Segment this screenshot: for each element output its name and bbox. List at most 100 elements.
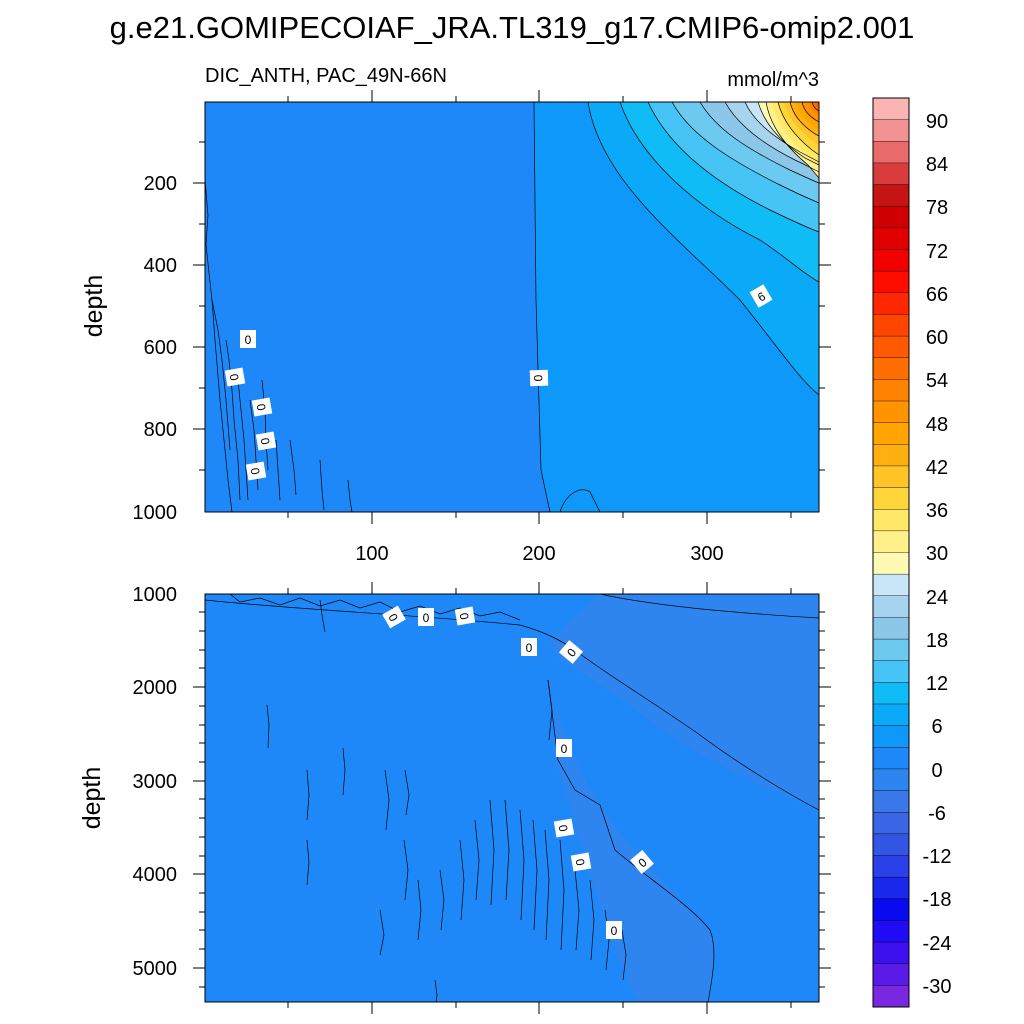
colorbar-cell	[872, 314, 910, 337]
colorbar-labels: 90 84 78 72 66 60 54 48 42 36 30 24 18 1…	[923, 111, 952, 998]
upper-contour-line	[205, 179, 233, 512]
colorbar-cell	[872, 985, 910, 1008]
colorbar-cell	[872, 682, 910, 705]
colorbar-cell	[872, 357, 910, 380]
lower-y-tick-marks	[193, 611, 831, 988]
upper-contour-line	[619, 102, 819, 283]
colorbar-cell	[872, 876, 910, 900]
colorbar-cell	[872, 941, 910, 965]
upper-plot-frame	[204, 101, 820, 513]
contour-label: 0	[606, 921, 622, 939]
colorbar-cell	[872, 790, 910, 813]
lower-contour-line	[604, 909, 610, 971]
contour-label-text: 0	[258, 437, 273, 446]
colorbar-cell	[872, 552, 910, 575]
upper-contour-line	[789, 102, 819, 137]
upper-contour-line	[211, 299, 231, 451]
upper-contour-line	[757, 102, 819, 166]
upper-contour-line	[765, 102, 819, 179]
contour-label-box	[240, 330, 256, 348]
upper-contour-line	[671, 102, 819, 204]
upper-contour-line	[777, 102, 819, 156]
lower-contour-line	[306, 769, 310, 821]
lower-contour-line	[417, 879, 422, 941]
upper-contour-fill: 0 0 0 0 0	[205, 102, 819, 512]
contour-label: 0	[529, 369, 549, 387]
colorbar-cell	[872, 617, 910, 640]
contour-label: 0	[556, 739, 572, 757]
colorbar-frame	[872, 97, 910, 1008]
contour-label-box	[224, 367, 246, 387]
contour-label-box	[749, 284, 773, 308]
lower-contour-line	[403, 839, 409, 901]
colorbar-label: -12	[923, 846, 952, 868]
colorbar: 90 84 78 72 66 60 54 48 42 36 30 24 18 1…	[872, 97, 952, 1008]
upper-contour-line	[724, 102, 819, 173]
colorbar-label: 0	[931, 760, 942, 782]
contour-label-text: 0	[227, 373, 242, 382]
contour-label-text: 0	[611, 924, 618, 938]
colorbar-cell	[872, 530, 910, 553]
colorbar-cells	[872, 97, 910, 1008]
colorbar-cell	[872, 725, 910, 748]
lower-contour-line	[547, 679, 553, 741]
lower-contour-line	[519, 809, 525, 921]
lower-contour-line	[532, 819, 538, 931]
lower-band-1	[550, 594, 819, 810]
upper-y-axis: depth 200 400 600 800 1000	[80, 141, 831, 524]
contour-label-box	[418, 608, 434, 626]
contour-label-box	[553, 818, 575, 838]
colorbar-cell	[872, 444, 910, 467]
contour-label-text: 0	[561, 742, 568, 756]
lower-plot-frame	[204, 593, 820, 1003]
colorbar-cell	[872, 660, 910, 683]
colorbar-cell	[872, 400, 910, 424]
contour-label-box	[245, 461, 267, 481]
lower-y-tick-label: 4000	[133, 864, 178, 886]
colorbar-label: 24	[926, 587, 948, 609]
colorbar-cell	[872, 898, 910, 921]
colorbar-label: 18	[926, 630, 948, 652]
contour-label: 0	[255, 431, 277, 451]
upper-x-tick-label: 300	[690, 543, 723, 565]
lower-y-tick-label: 5000	[133, 958, 178, 980]
upper-contour-line	[699, 102, 819, 184]
contour-label: 0	[553, 818, 575, 838]
colorbar-label: 60	[926, 327, 948, 349]
contour-label: 0	[558, 640, 584, 664]
colorbar-cell	[872, 227, 910, 251]
lower-contour-line	[559, 839, 565, 951]
contour-label-box	[521, 638, 537, 656]
colorbar-label: 66	[926, 284, 948, 306]
contour-label: 0	[630, 849, 654, 875]
upper-contour-line	[225, 339, 241, 501]
lower-contour-lines	[205, 594, 819, 1002]
colorbar-label: 30	[926, 543, 948, 565]
lower-x-tick-marks	[287, 582, 792, 1014]
colorbar-cell	[872, 509, 910, 532]
colorbar-cell	[872, 638, 910, 662]
lower-contour-line	[489, 799, 495, 906]
upper-contour-line	[744, 102, 819, 163]
colorbar-label: 6	[931, 716, 942, 738]
lower-contour-line	[621, 929, 627, 981]
upper-contour-line	[587, 102, 819, 396]
variable-label: DIC_ANTH, PAC_49N-66N	[205, 65, 447, 87]
lower-contour-line	[589, 879, 595, 961]
contour-label: 0	[224, 367, 246, 387]
lower-y-tick-label: 2000	[133, 677, 178, 699]
colorbar-cell	[872, 833, 910, 856]
colorbar-cell	[872, 855, 910, 878]
upper-y-tick-label: 200	[144, 173, 177, 195]
colorbar-cell	[872, 573, 910, 597]
contour-label-text: 0	[457, 612, 472, 621]
lower-contour-fill: 0 0 0 0 0	[205, 594, 819, 1002]
upper-x-tick-label: 200	[522, 543, 555, 565]
colorbar-cell	[872, 249, 910, 272]
lower-contour-line	[439, 869, 445, 931]
contour-label-box	[382, 605, 406, 629]
contour-label-box	[251, 397, 273, 417]
colorbar-cell	[872, 119, 910, 142]
contour-label: 6	[749, 284, 773, 308]
colorbar-label: 78	[926, 197, 948, 219]
